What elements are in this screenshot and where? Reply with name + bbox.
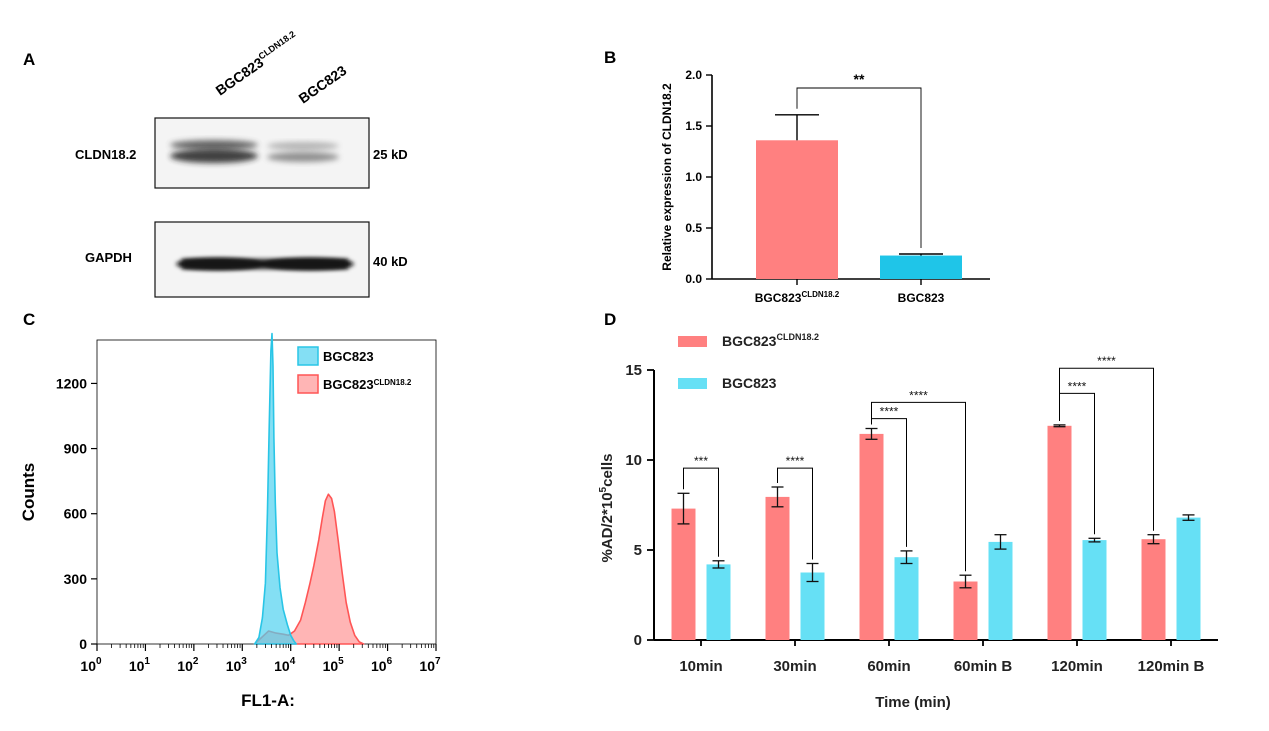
x-tick-label-d: 60min B: [954, 658, 1013, 675]
blot-size-cldn18: 25 kD: [373, 147, 408, 162]
x-tick-label-c: 107: [419, 656, 441, 674]
significance-label-b: **: [854, 71, 865, 87]
bar-d: [800, 572, 825, 640]
panel-label-a: A: [23, 50, 35, 69]
significance-bracket-b: [796, 87, 922, 249]
legend-label-d: BGC823: [722, 375, 777, 391]
blot-bands-gapdh: [176, 258, 354, 270]
panel-label-c: C: [23, 310, 35, 329]
x-tick-label-b: BGC823CLDN18.2: [755, 290, 840, 305]
significance-bracket-d: [777, 467, 813, 560]
y-tick-label-b: 1.5: [685, 119, 702, 133]
x-tick-label-c: 105: [323, 656, 345, 674]
y-axis-label-c: Counts: [19, 463, 38, 522]
bar-d: [671, 508, 696, 640]
bar-d: [1082, 540, 1107, 640]
x-tick-label-c: 103: [226, 656, 248, 674]
panel-label-d: D: [604, 310, 616, 329]
panel-label-b: B: [604, 48, 616, 67]
significance-bracket-d: [871, 401, 966, 572]
x-tick-label-c: 104: [274, 656, 296, 674]
western-blot: BGC823CLDN18.2 BGC823 CLDN18.2 25 kD GAP…: [75, 29, 408, 298]
legend-label-c: BGC823: [323, 349, 374, 364]
y-tick-label-b: 0.5: [685, 221, 702, 235]
svg-text:BGC823CLDN18.2: BGC823CLDN18.2: [212, 29, 301, 99]
x-tick-label-d: 10min: [679, 658, 722, 675]
significance-label-d: ****: [786, 454, 805, 468]
x-tick-label-c: 100: [80, 656, 102, 674]
y-tick-label-c: 600: [64, 506, 88, 522]
y-tick-label-b: 1.0: [685, 170, 702, 184]
y-tick-label-c: 1200: [56, 375, 87, 391]
legend-swatch-c: [297, 374, 319, 394]
y-axis-label-d: %AD/2*105cells: [598, 454, 616, 563]
bar-d: [765, 496, 790, 640]
legend-label-c: BGC823CLDN18.2: [323, 377, 412, 392]
bar-d: [1176, 517, 1201, 640]
lane-label-1: BGC823CLDN18.2: [212, 29, 301, 99]
significance-label-d: ****: [1068, 379, 1087, 393]
x-tick-label-d: 30min: [773, 658, 816, 675]
x-tick-label-d: 60min: [867, 658, 910, 675]
bar-b: [756, 140, 838, 279]
y-tick-label-b: 0.0: [685, 272, 702, 286]
chart-d: 0 5 10 15 10min 30min 60min 60min B 120min 120min…: [598, 332, 1218, 711]
chart-b: 0.0 0.5 1.0 1.5 2.0 BGC823CLDN18.2 BGC823 ** Rel…: [660, 68, 990, 305]
blot-protein-cldn18: CLDN18.2: [75, 147, 136, 162]
y-tick-label-d: 5: [634, 542, 642, 559]
bar-d: [894, 557, 919, 640]
y-tick-label-d: 15: [625, 362, 642, 379]
blot-size-gapdh: 40 kD: [373, 254, 408, 269]
x-tick-label-b: BGC823: [898, 291, 945, 305]
blot-protein-gapdh: GAPDH: [85, 250, 132, 265]
blot-bands-cldn18: [170, 140, 339, 163]
x-tick-label-c: 102: [177, 656, 199, 674]
bar-d: [988, 541, 1013, 640]
y-tick-label-b: 2.0: [685, 68, 702, 82]
chart-c: 0 300 600 900 1200 100 101 102 103 104 105 106 107 FL…: [19, 332, 441, 710]
bar-d: [1047, 425, 1072, 640]
y-tick-label-d: 0: [634, 632, 642, 649]
bar-d: [1141, 539, 1166, 640]
y-tick-label-c: 900: [64, 441, 88, 457]
y-axis-label-b: Relative expression of CLDN18.2: [660, 83, 674, 271]
significance-label-d: ****: [1097, 354, 1116, 368]
legend-swatch-d: [678, 378, 707, 389]
x-tick-label-c: 106: [371, 656, 393, 674]
bar-d: [953, 581, 978, 640]
significance-bracket-d: [683, 467, 719, 557]
bar-d: [706, 564, 731, 640]
significance-bracket-d: [1059, 367, 1154, 531]
histogram-series-c: [253, 332, 297, 645]
x-axis-label-d: Time (min): [875, 694, 951, 711]
x-tick-label-d: 120min: [1051, 658, 1103, 675]
legend-swatch-d: [678, 336, 707, 347]
bar-d: [859, 433, 884, 640]
significance-label-d: ***: [694, 454, 708, 468]
y-tick-label-c: 300: [64, 571, 88, 587]
bar-b: [880, 255, 962, 279]
x-tick-label-c: 101: [129, 656, 151, 674]
svg-text:BGC823: BGC823: [296, 62, 350, 106]
legend-label-d: BGC823CLDN18.2: [722, 332, 819, 349]
x-tick-label-d: 120min B: [1138, 658, 1205, 675]
significance-label-d: ****: [880, 405, 899, 419]
x-axis-label-c: FL1-A:: [241, 691, 295, 710]
lane-label-2: BGC823: [296, 62, 350, 106]
legend-swatch-c: [297, 346, 319, 366]
y-tick-label-c: 0: [79, 636, 87, 652]
y-tick-label-d: 10: [625, 452, 642, 469]
significance-label-d: ****: [909, 388, 928, 402]
